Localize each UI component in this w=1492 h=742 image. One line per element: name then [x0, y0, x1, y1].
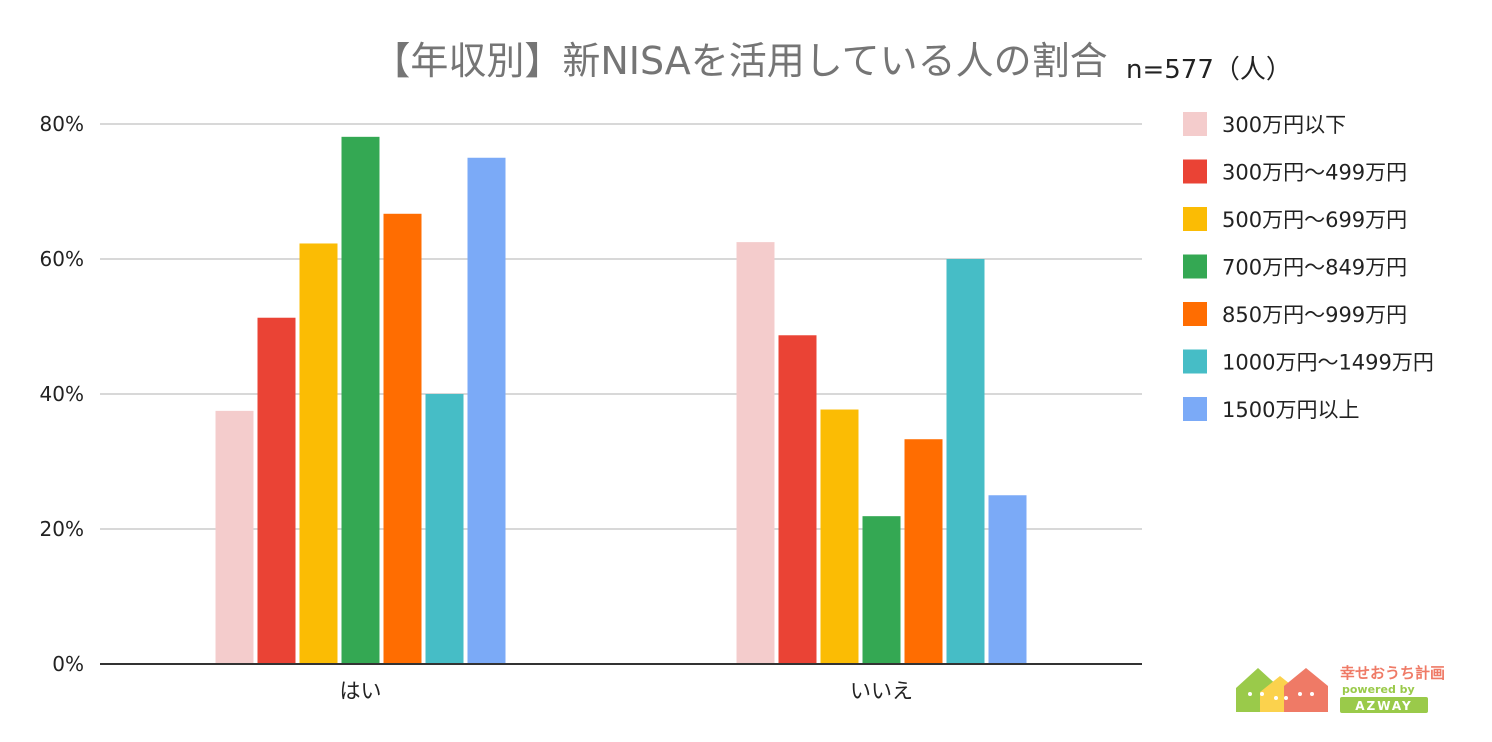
logo-name: 幸せおうち計画: [1340, 664, 1445, 682]
legend-label: 1000万円〜1499万円: [1222, 351, 1434, 375]
legend-label: 300万円以下: [1222, 113, 1346, 137]
legend-swatch: [1183, 349, 1207, 374]
y-tick-label: 60%: [40, 247, 84, 271]
y-tick-label: 40%: [40, 382, 84, 406]
legend-label: 500万円〜699万円: [1222, 208, 1407, 232]
legend: 300万円以下 300万円〜499万円 500万円〜699万円 700万円〜849万円…: [1183, 112, 1434, 422]
legend-swatch: [1183, 302, 1207, 326]
chart-title: 【年収別】新NISAを活用している人の割合: [372, 39, 1107, 83]
grid-lines: [100, 123, 1142, 530]
legend-label: 850万円〜999万円: [1222, 303, 1407, 327]
bar: [820, 409, 859, 664]
legend-swatch: [1183, 207, 1207, 231]
legend-swatch: [1183, 397, 1207, 421]
y-tick-label: 0%: [52, 652, 84, 676]
logo-badge: [1340, 697, 1428, 713]
bar: [383, 213, 422, 664]
bar: [778, 335, 817, 664]
bar: [988, 495, 1027, 664]
sample-size-note: n=577（人）: [1126, 55, 1292, 85]
legend-swatch: [1183, 159, 1207, 184]
logo-powered-by: powered by: [1342, 683, 1415, 696]
bar: [467, 157, 506, 664]
bar: [341, 136, 380, 664]
logo-pink-house-icon: [1284, 668, 1328, 712]
legend-swatch: [1183, 112, 1207, 136]
legend-label: 700万円〜849万円: [1222, 256, 1407, 280]
legend-swatch: [1183, 254, 1207, 279]
bar: [215, 410, 254, 664]
x-category-label: はい: [340, 679, 382, 703]
bar: [946, 259, 985, 664]
bar: [257, 317, 296, 664]
x-category-label: いいえ: [850, 679, 913, 703]
y-tick-label: 80%: [40, 112, 84, 136]
x-axis-categories: はい いいえ: [340, 679, 914, 703]
legend-label: 1500万円以上: [1222, 398, 1359, 422]
bar: [299, 243, 338, 664]
bars: [215, 136, 1027, 664]
bar: [904, 439, 943, 664]
y-tick-label: 20%: [40, 517, 84, 541]
y-axis-ticks: 0% 20% 40% 60% 80%: [40, 112, 84, 676]
bar: [736, 242, 775, 664]
logo-badge-text: AZWAY: [1355, 699, 1413, 713]
bar: [862, 516, 901, 664]
brand-logo: 幸せおうち計画 powered by AZWAY: [1236, 664, 1445, 713]
bar: [425, 394, 464, 664]
legend-label: 300万円〜499万円: [1222, 161, 1407, 185]
